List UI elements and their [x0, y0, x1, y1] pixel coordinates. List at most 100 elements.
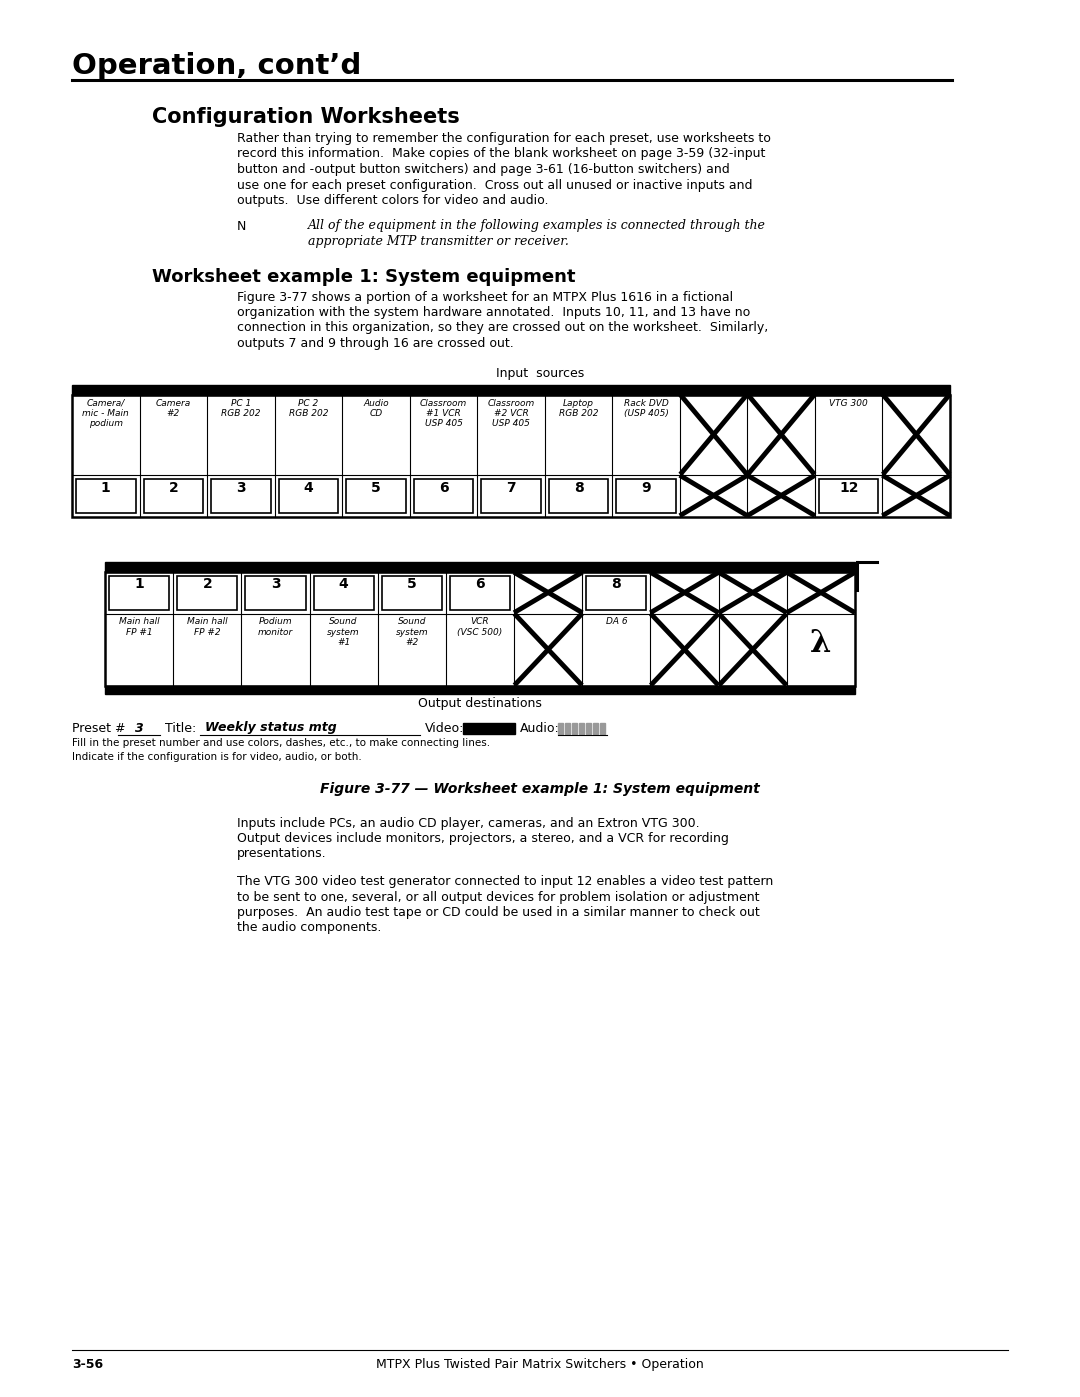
- Bar: [279, 479, 338, 513]
- Text: Worksheet example 1: System equipment: Worksheet example 1: System equipment: [152, 268, 576, 286]
- Text: λ: λ: [810, 627, 832, 658]
- Text: DA 6: DA 6: [606, 617, 627, 626]
- Text: record this information.  Make copies of the blank worksheet on page 3-59 (32-in: record this information. Make copies of …: [237, 148, 766, 161]
- Bar: [463, 722, 515, 733]
- Text: Video:: Video:: [426, 721, 464, 735]
- Text: 3-56: 3-56: [72, 1358, 103, 1370]
- Text: button and -output button switchers) and page 3-61 (16-button switchers) and: button and -output button switchers) and…: [237, 163, 730, 176]
- Text: 4: 4: [303, 481, 313, 495]
- Text: organization with the system hardware annotated.  Inputs 10, 11, and 13 have no: organization with the system hardware an…: [237, 306, 751, 319]
- Text: Camera
#2: Camera #2: [156, 398, 191, 418]
- Text: 12: 12: [839, 481, 859, 495]
- Text: 5: 5: [372, 481, 381, 495]
- Text: outputs 7 and 9 through 16 are crossed out.: outputs 7 and 9 through 16 are crossed o…: [237, 337, 514, 351]
- Bar: [482, 479, 541, 513]
- Text: Preset #: Preset #: [72, 721, 125, 735]
- Bar: [414, 479, 473, 513]
- Text: Classroom
#2 VCR
USP 405: Classroom #2 VCR USP 405: [487, 398, 535, 429]
- Text: presentations.: presentations.: [237, 848, 326, 861]
- Bar: [579, 722, 584, 733]
- Text: VTG 300: VTG 300: [829, 398, 868, 408]
- Bar: [586, 722, 591, 733]
- Text: PC 1
RGB 202: PC 1 RGB 202: [221, 398, 260, 418]
- Text: Main hall
FP #2: Main hall FP #2: [187, 617, 228, 637]
- Text: connection in this organization, so they are crossed out on the worksheet.  Simi: connection in this organization, so they…: [237, 321, 768, 334]
- Text: outputs.  Use different colors for video and audio.: outputs. Use different colors for video …: [237, 194, 549, 207]
- Text: Classroom
#1 VCR
USP 405: Classroom #1 VCR USP 405: [420, 398, 467, 429]
- Text: use one for each preset configuration.  Cross out all unused or inactive inputs : use one for each preset configuration. C…: [237, 179, 753, 191]
- Bar: [572, 722, 577, 733]
- Bar: [177, 576, 238, 609]
- Text: Title:: Title:: [165, 721, 197, 735]
- Text: Figure 3-77 shows a portion of a worksheet for an MTPX Plus 1616 in a fictional: Figure 3-77 shows a portion of a workshe…: [237, 291, 733, 303]
- Bar: [245, 576, 306, 609]
- Text: Inputs include PCs, an audio CD player, cameras, and an Extron VTG 300.: Inputs include PCs, an audio CD player, …: [237, 816, 700, 830]
- Text: Sound
system
#1: Sound system #1: [327, 617, 360, 647]
- Text: MTPX Plus Twisted Pair Matrix Switchers • Operation: MTPX Plus Twisted Pair Matrix Switchers …: [376, 1358, 704, 1370]
- Text: Audio:: Audio:: [519, 721, 559, 735]
- Bar: [347, 479, 406, 513]
- Text: Operation, cont’d: Operation, cont’d: [72, 52, 362, 80]
- Text: 3: 3: [271, 577, 281, 591]
- Bar: [565, 722, 570, 733]
- Bar: [76, 479, 135, 513]
- Bar: [617, 479, 676, 513]
- Text: Audio
CD: Audio CD: [363, 398, 389, 418]
- Bar: [105, 686, 855, 693]
- Bar: [381, 576, 442, 609]
- Text: Sound
system
#2: Sound system #2: [395, 617, 428, 647]
- Bar: [450, 576, 510, 609]
- Text: Input  sources: Input sources: [496, 366, 584, 380]
- Bar: [144, 479, 203, 513]
- Text: Output destinations: Output destinations: [418, 697, 542, 711]
- Text: 4: 4: [339, 577, 349, 591]
- Bar: [593, 722, 598, 733]
- Bar: [549, 479, 608, 513]
- Text: to be sent to one, several, or all output devices for problem isolation or adjus: to be sent to one, several, or all outpu…: [237, 890, 759, 904]
- Bar: [586, 576, 647, 609]
- Bar: [558, 722, 563, 733]
- Text: Weekly status mtg: Weekly status mtg: [205, 721, 337, 735]
- Text: Configuration Worksheets: Configuration Worksheets: [152, 108, 460, 127]
- Bar: [211, 479, 271, 513]
- Text: All of the equipment in the following examples is connected through the: All of the equipment in the following ex…: [308, 219, 766, 232]
- Text: 9: 9: [642, 481, 651, 495]
- Bar: [72, 384, 950, 394]
- Text: 2: 2: [202, 577, 212, 591]
- Text: Output devices include monitors, projectors, a stereo, and a VCR for recording: Output devices include monitors, project…: [237, 833, 729, 845]
- Text: The VTG 300 video test generator connected to input 12 enables a video test patt: The VTG 300 video test generator connect…: [237, 875, 773, 888]
- Bar: [105, 562, 855, 571]
- Text: 8: 8: [611, 577, 621, 591]
- Bar: [109, 576, 170, 609]
- Text: Indicate if the configuration is for video, audio, or both.: Indicate if the configuration is for vid…: [72, 752, 362, 761]
- Text: 6: 6: [475, 577, 485, 591]
- Text: VCR
(VSC 500): VCR (VSC 500): [457, 617, 502, 637]
- Text: Podium
monitor: Podium monitor: [258, 617, 293, 637]
- Text: Fill in the preset number and use colors, dashes, etc., to make connecting lines: Fill in the preset number and use colors…: [72, 738, 490, 747]
- Text: Rack DVD
(USP 405): Rack DVD (USP 405): [623, 398, 669, 418]
- Text: 1: 1: [134, 577, 144, 591]
- Text: 8: 8: [573, 481, 583, 495]
- Bar: [600, 722, 605, 733]
- Text: 5: 5: [407, 577, 417, 591]
- Text: N: N: [237, 219, 246, 232]
- Text: 2: 2: [168, 481, 178, 495]
- Text: Main hall
FP #1: Main hall FP #1: [119, 617, 160, 637]
- Bar: [819, 479, 878, 513]
- Text: 7: 7: [507, 481, 516, 495]
- Text: the audio components.: the audio components.: [237, 922, 381, 935]
- Bar: [105, 571, 855, 686]
- Text: PC 2
RGB 202: PC 2 RGB 202: [288, 398, 328, 418]
- Text: Laptop
RGB 202: Laptop RGB 202: [558, 398, 598, 418]
- Text: Figure 3-77 — Worksheet example 1: System equipment: Figure 3-77 — Worksheet example 1: Syste…: [320, 781, 760, 795]
- Text: 1: 1: [100, 481, 110, 495]
- Text: 3: 3: [237, 481, 245, 495]
- Text: Camera/
mic - Main
podium: Camera/ mic - Main podium: [82, 398, 130, 429]
- Text: Rather than trying to remember the configuration for each preset, use worksheets: Rather than trying to remember the confi…: [237, 131, 771, 145]
- Bar: [313, 576, 374, 609]
- Text: appropriate MTP transmitter or receiver.: appropriate MTP transmitter or receiver.: [308, 235, 569, 249]
- Bar: [72, 394, 950, 517]
- Text: purposes.  An audio test tape or CD could be used in a similar manner to check o: purposes. An audio test tape or CD could…: [237, 907, 759, 919]
- Text: 6: 6: [438, 481, 448, 495]
- Text: 3: 3: [135, 721, 144, 735]
